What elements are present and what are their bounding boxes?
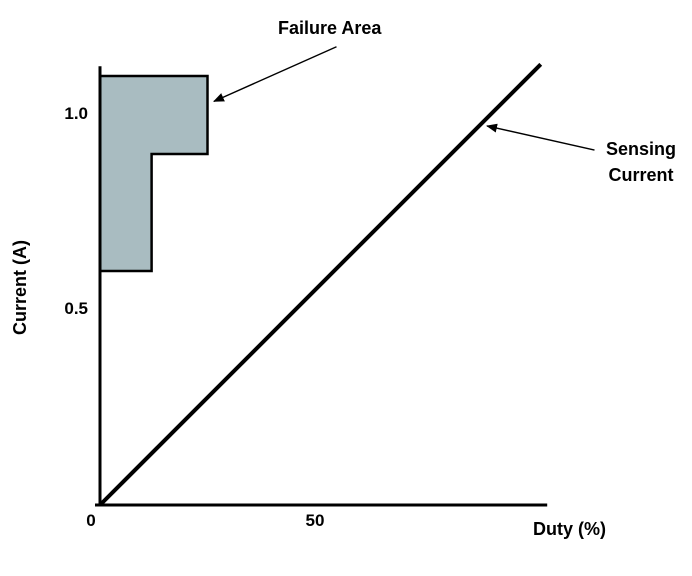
failure-area-region	[98, 74, 209, 273]
y-tick-1-0: 1.0	[64, 104, 88, 123]
y-tick-0-5: 0.5	[64, 299, 88, 318]
x-axis-title: Duty (%)	[533, 519, 606, 539]
sensing-current-line	[98, 62, 543, 507]
sensing-current-label-line2: Current	[608, 165, 674, 186]
y-axis-title: Current (A)	[10, 240, 30, 335]
x-tick-0: 0	[86, 511, 96, 530]
sensing-current-label-line1: Sensing	[605, 139, 676, 159]
sensing-current-label: Sensing Current	[593, 136, 689, 188]
x-tick-50: 50	[305, 511, 325, 530]
failure-area-label: Failure Area	[278, 18, 382, 38]
sensing-current-arrow	[486, 123, 595, 151]
failure-area-arrow	[213, 46, 337, 102]
